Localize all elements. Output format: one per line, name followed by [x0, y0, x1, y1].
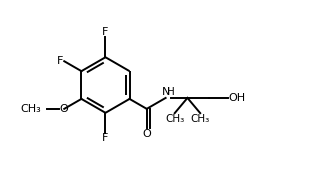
Text: N: N [162, 87, 170, 97]
Text: CH₃: CH₃ [190, 114, 210, 124]
Text: F: F [102, 27, 109, 37]
Text: O: O [60, 104, 69, 114]
Text: H: H [166, 87, 174, 97]
Text: CH₃: CH₃ [21, 104, 41, 114]
Text: CH₃: CH₃ [165, 114, 184, 124]
Text: F: F [57, 56, 63, 66]
Text: O: O [142, 129, 151, 139]
Text: F: F [102, 133, 109, 143]
Text: OH: OH [228, 93, 245, 103]
